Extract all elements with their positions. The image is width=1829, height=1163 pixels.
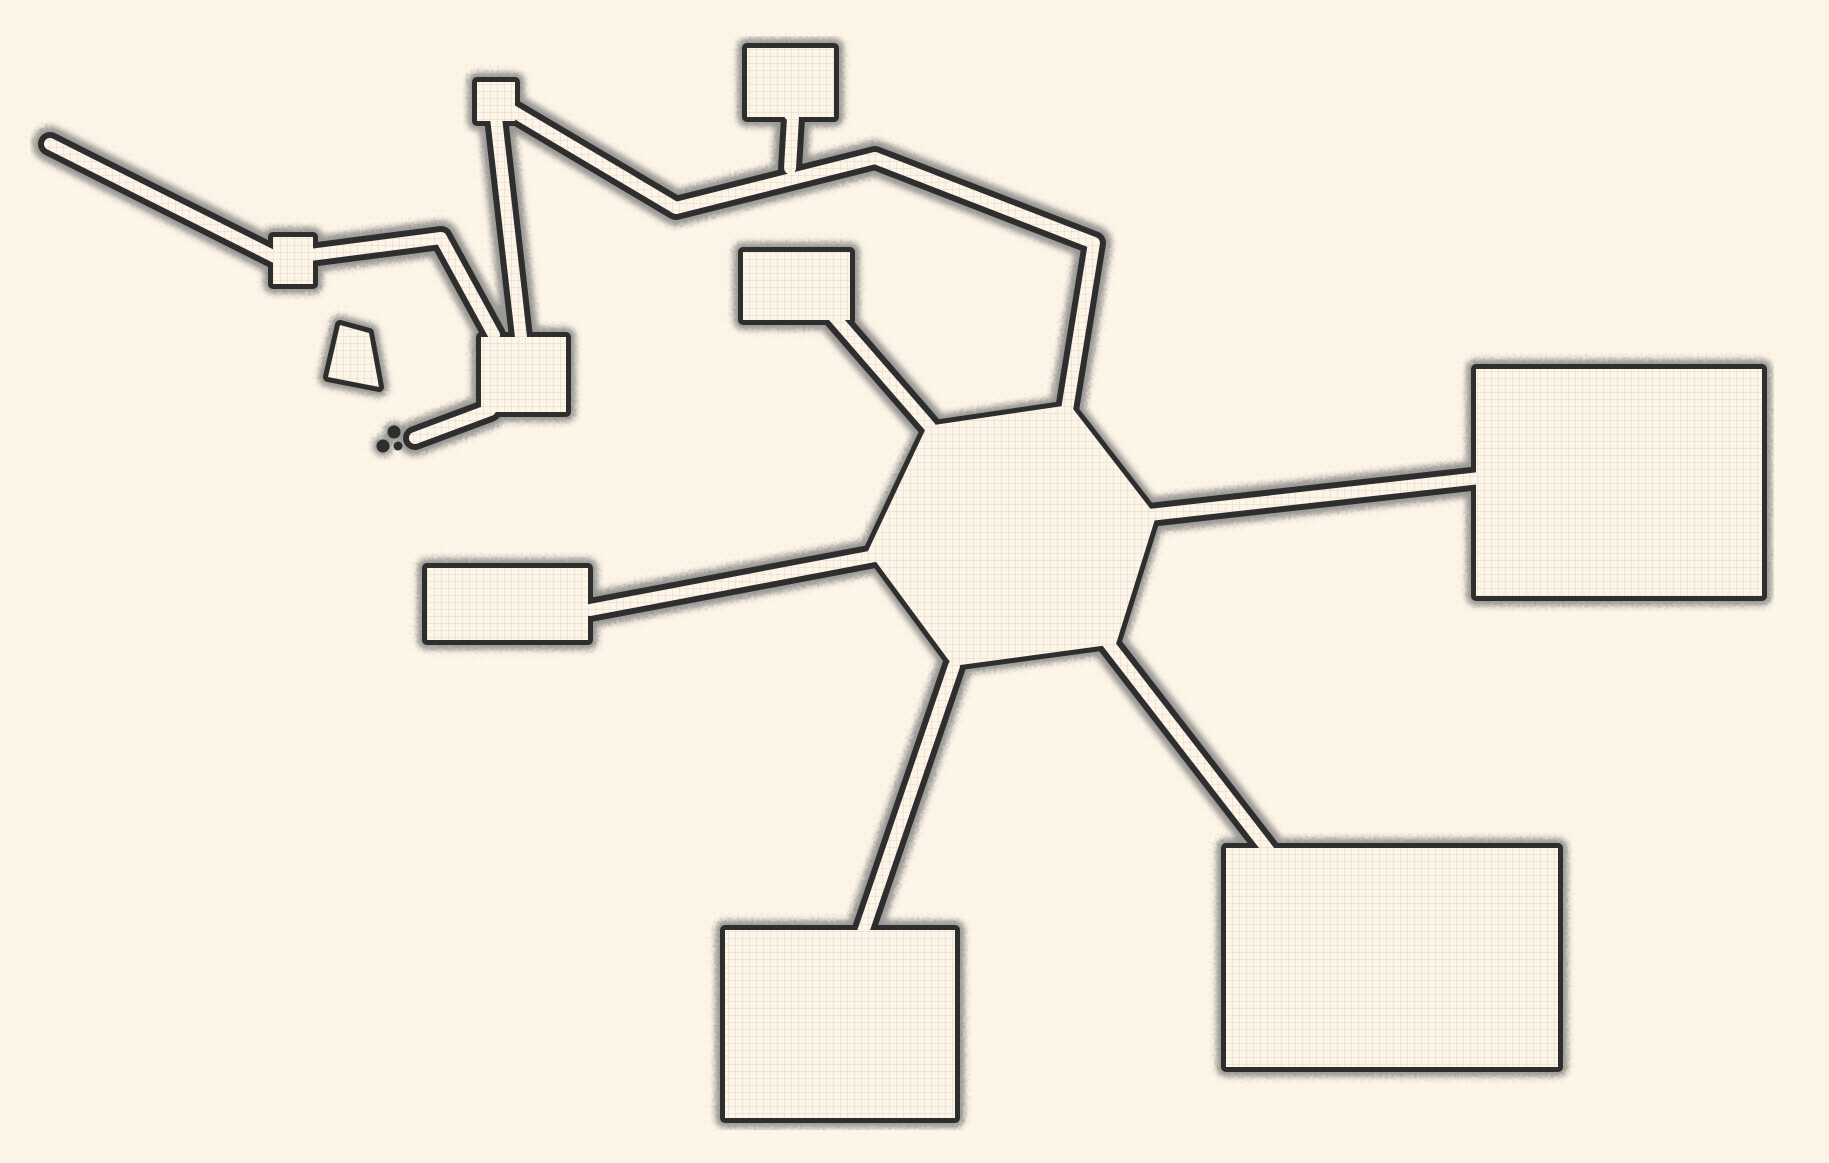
room-north-small (743, 252, 850, 320)
corridor-west (584, 549, 886, 616)
corridor-east (1134, 472, 1486, 522)
room-central-hub (868, 405, 1156, 666)
corridor-north-long (488, 94, 1100, 416)
corridor-north-drop (488, 94, 527, 343)
room-northwest (481, 337, 566, 412)
floor-layer (44, 48, 1762, 1118)
room-west (427, 568, 588, 640)
room-north-junction (477, 82, 515, 121)
corridor-rubble (409, 404, 496, 444)
room-west-junction (273, 237, 313, 284)
room-southeast (1226, 848, 1558, 1067)
room-top-alcove (747, 48, 834, 117)
corridor-south (856, 660, 960, 941)
room-east (1476, 369, 1762, 596)
corridor-southeast (1102, 637, 1278, 861)
room-rubble-chamber (328, 325, 379, 387)
corridor-north-small (824, 306, 936, 433)
room-south (725, 930, 955, 1118)
corridor-northwest (44, 138, 285, 265)
corridor-west-junction (273, 232, 500, 341)
